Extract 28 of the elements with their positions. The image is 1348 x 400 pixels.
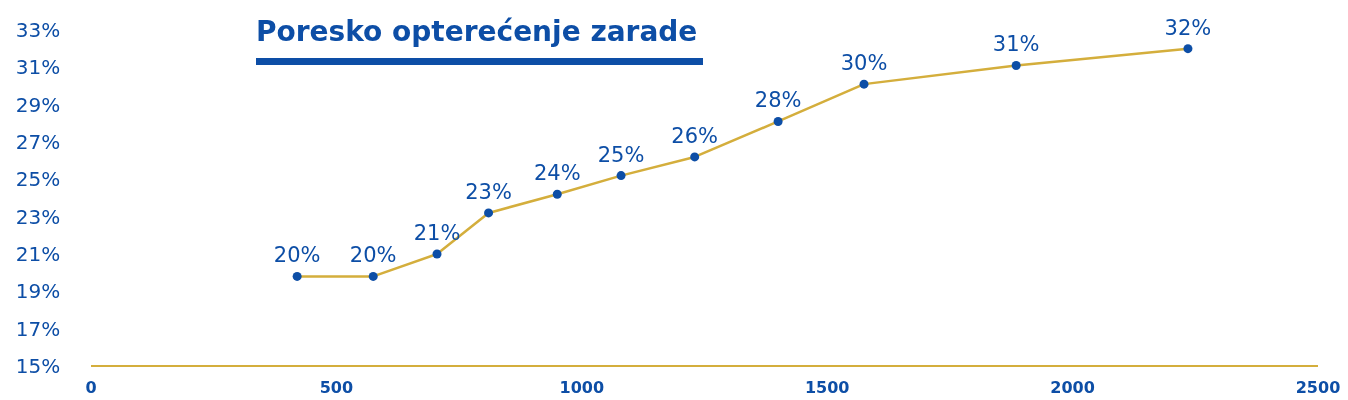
data-label: 24% [533, 161, 581, 186]
chart-title: Poresko opterećenje zarade [256, 15, 698, 48]
data-label: 26% [671, 123, 719, 148]
x-tick-label: 2500 [1295, 378, 1341, 397]
y-tick-label: 27% [15, 130, 61, 154]
y-tick-label: 29% [15, 92, 61, 117]
y-tick-label: 33% [15, 18, 61, 42]
data-label: 31% [992, 32, 1040, 57]
y-tick-label: 25% [15, 167, 61, 192]
x-tick-label: 0 [85, 378, 97, 397]
x-tick-label: 2000 [1050, 378, 1095, 397]
y-tick-label: 23% [15, 204, 61, 229]
data-label: 23% [465, 179, 512, 204]
x-tick-label: 500 [319, 378, 354, 397]
y-tick-label: 31% [15, 55, 61, 80]
data-label: 25% [597, 142, 645, 167]
data-label: 21% [413, 221, 461, 245]
y-tick-label: 15% [15, 354, 61, 378]
y-tick-label: 19% [15, 279, 61, 304]
data-label: 28% [754, 88, 802, 113]
data-label: 30% [840, 51, 888, 76]
data-label: 20% [273, 243, 321, 268]
x-tick-label: 1500 [804, 378, 850, 397]
data-label: 20% [349, 243, 397, 268]
y-tick-label: 17% [15, 316, 61, 341]
x-tick-label: 1000 [559, 378, 605, 397]
data-label: 32% [1164, 15, 1212, 40]
y-tick-label: 21% [15, 242, 61, 266]
